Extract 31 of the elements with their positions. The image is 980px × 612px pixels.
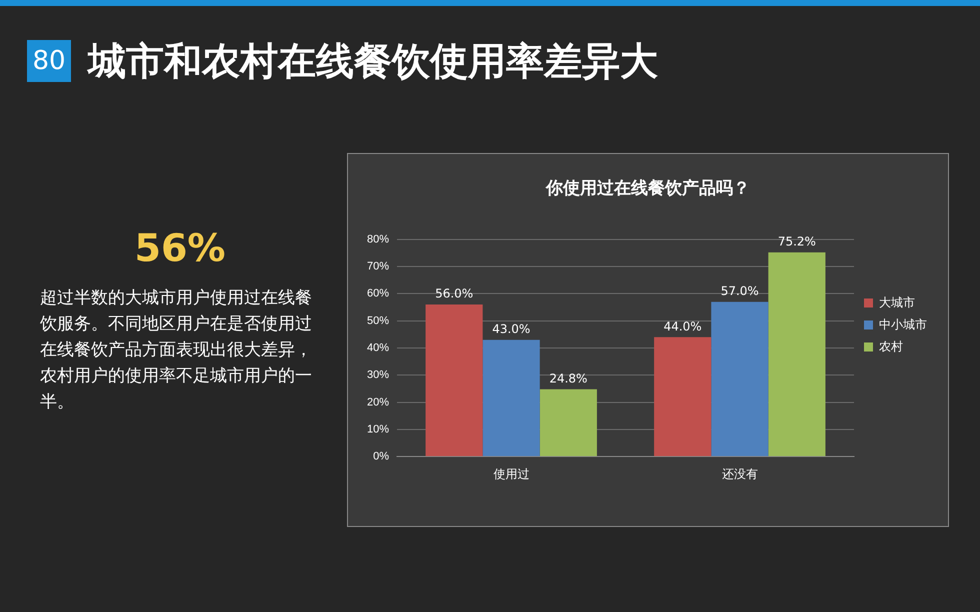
data-label: 57.0% xyxy=(720,284,759,298)
y-tick-label: 50% xyxy=(366,314,390,327)
data-label: 56.0% xyxy=(435,286,474,301)
bar xyxy=(768,252,826,456)
y-tick-label: 0% xyxy=(373,450,390,463)
y-tick-label: 20% xyxy=(366,396,390,408)
data-label: 75.2% xyxy=(778,234,816,249)
data-label: 44.0% xyxy=(664,319,702,334)
bar xyxy=(426,304,483,456)
y-tick-label: 40% xyxy=(366,342,390,354)
data-label: 24.8% xyxy=(549,371,588,386)
bar xyxy=(482,340,540,456)
bar xyxy=(711,302,768,456)
legend-label: 大城市 xyxy=(879,295,915,310)
y-tick-label: 70% xyxy=(366,260,390,273)
y-tick-label: 30% xyxy=(366,369,390,382)
legend-label: 农村 xyxy=(879,339,903,354)
chart-title: 你使用过在线餐饮产品吗？ xyxy=(545,178,750,199)
text: 56% xyxy=(134,226,226,270)
bar xyxy=(540,389,597,456)
x-tick-label: 使用过 xyxy=(493,467,530,482)
text: 城市和农村在线餐饮使用率差异大 xyxy=(88,38,658,85)
text: 80 xyxy=(27,40,71,82)
legend-label: 中小城市 xyxy=(879,317,927,332)
data-label: 43.0% xyxy=(492,322,530,336)
y-tick-label: 10% xyxy=(366,423,390,436)
y-tick-label: 60% xyxy=(366,288,390,300)
text: 超过半数的大城市用户使用过在线餐饮服务。不同地区用户在是否使用过在线餐饮产品方面表现出很大差异，农村用户的使用率不足城市用户的一半。 xyxy=(40,287,313,414)
bar xyxy=(654,337,712,456)
x-tick-label: 还没有 xyxy=(722,467,758,482)
y-tick-label: 80% xyxy=(366,233,390,246)
